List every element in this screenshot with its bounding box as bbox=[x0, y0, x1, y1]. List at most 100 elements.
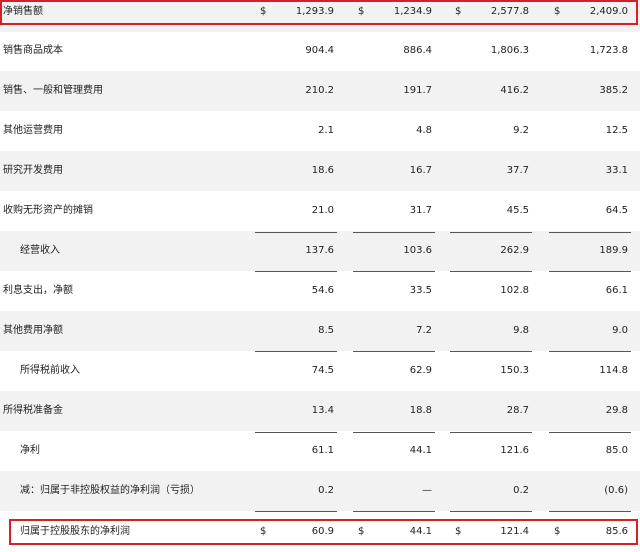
row-label: 所得税准备金 bbox=[3, 405, 63, 416]
row-label: 销售、一般和管理费用 bbox=[3, 85, 103, 96]
row-rnd: 研究开发费用 18.6 16.7 37.7 33.1 bbox=[0, 151, 640, 191]
value-col-3: 9.2 bbox=[513, 125, 529, 136]
row-operating-income: 经营收入 137.6 103.6 262.9 189.9 bbox=[0, 231, 640, 271]
value-col-3: 2,577.8 bbox=[490, 6, 529, 17]
value-col-4: 9.0 bbox=[612, 325, 628, 336]
row-net-income: 净利 61.1 44.1 121.6 85.0 bbox=[0, 431, 640, 471]
value-col-1: 74.5 bbox=[311, 365, 334, 376]
row-tax-provision: 所得税准备金 13.4 18.8 28.7 29.8 bbox=[0, 391, 640, 431]
subtotal-rule bbox=[353, 232, 435, 233]
value-col-4: 33.1 bbox=[605, 165, 628, 176]
row-noncontrolling-interest: 减：归属于非控股权益的净利润（亏损） 0.2 — 0.2 (0.6) bbox=[0, 471, 640, 511]
row-label: 减：归属于非控股权益的净利润（亏损） bbox=[20, 485, 200, 496]
value-col-1: 61.1 bbox=[311, 445, 334, 456]
currency-symbol: $ bbox=[554, 6, 561, 17]
value-col-2: 44.1 bbox=[409, 445, 432, 456]
value-col-1: 137.6 bbox=[305, 245, 334, 256]
subtotal-rule bbox=[353, 432, 435, 433]
value-col-4: (0.6) bbox=[604, 485, 628, 496]
value-col-4: 29.8 bbox=[605, 405, 628, 416]
subtotal-rule bbox=[450, 271, 532, 272]
value-col-3: 150.3 bbox=[500, 365, 529, 376]
row-amortization: 收购无形资产的摊销 21.0 31.7 45.5 64.5 bbox=[0, 191, 640, 231]
subtotal-rule bbox=[549, 432, 631, 433]
value-col-1: 21.0 bbox=[311, 205, 334, 216]
value-col-4: 64.5 bbox=[605, 205, 628, 216]
value-col-2: 886.4 bbox=[403, 45, 432, 56]
currency-symbol: $ bbox=[455, 6, 462, 17]
value-col-1: 210.2 bbox=[305, 85, 334, 96]
subtotal-rule bbox=[549, 511, 631, 512]
value-col-2: 44.1 bbox=[409, 526, 432, 537]
row-label: 经营收入 bbox=[20, 245, 60, 256]
row-other-expense: 其他费用净额 8.5 7.2 9.8 9.0 bbox=[0, 311, 640, 351]
value-col-1: 54.6 bbox=[311, 285, 334, 296]
currency-symbol: $ bbox=[554, 526, 561, 537]
value-col-3: 1,806.3 bbox=[490, 45, 529, 56]
value-col-4: 189.9 bbox=[599, 245, 628, 256]
value-col-1: 1,293.9 bbox=[295, 6, 334, 17]
currency-symbol: $ bbox=[260, 526, 267, 537]
value-col-2: 1,234.9 bbox=[393, 6, 432, 17]
row-label: 利息支出，净额 bbox=[3, 285, 73, 296]
currency-symbol: $ bbox=[455, 526, 462, 537]
subtotal-rule bbox=[450, 511, 532, 512]
value-col-2: 7.2 bbox=[416, 325, 432, 336]
row-pretax-income: 所得税前收入 74.5 62.9 150.3 114.8 bbox=[0, 351, 640, 391]
row-sga: 销售、一般和管理费用 210.2 191.7 416.2 385.2 bbox=[0, 71, 640, 111]
value-col-4: 1,723.8 bbox=[589, 45, 628, 56]
value-col-3: 28.7 bbox=[506, 405, 529, 416]
value-col-1: 18.6 bbox=[311, 165, 334, 176]
row-label: 研究开发费用 bbox=[3, 165, 63, 176]
value-col-4: 12.5 bbox=[605, 125, 628, 136]
subtotal-rule bbox=[353, 271, 435, 272]
value-col-3: 262.9 bbox=[500, 245, 529, 256]
row-label: 净利 bbox=[20, 445, 40, 456]
row-cost-of-goods: 销售商品成本 904.4 886.4 1,806.3 1,723.8 bbox=[0, 31, 640, 71]
value-col-3: 121.6 bbox=[500, 445, 529, 456]
row-label: 其他费用净额 bbox=[3, 325, 63, 336]
subtotal-rule bbox=[353, 511, 435, 512]
value-col-2: 191.7 bbox=[403, 85, 432, 96]
row-interest-expense: 利息支出，净额 54.6 33.5 102.8 66.1 bbox=[0, 271, 640, 311]
subtotal-rule bbox=[255, 271, 337, 272]
value-col-4: 114.8 bbox=[599, 365, 628, 376]
value-col-3: 45.5 bbox=[506, 205, 529, 216]
value-col-4: 385.2 bbox=[599, 85, 628, 96]
value-col-4: 85.0 bbox=[605, 445, 628, 456]
subtotal-rule bbox=[450, 351, 532, 352]
value-col-2: 4.8 bbox=[416, 125, 432, 136]
value-col-1: 904.4 bbox=[305, 45, 334, 56]
value-col-3: 9.8 bbox=[513, 325, 529, 336]
value-col-2: 103.6 bbox=[403, 245, 432, 256]
currency-symbol: $ bbox=[358, 526, 365, 537]
currency-symbol: $ bbox=[260, 6, 267, 17]
row-label: 销售商品成本 bbox=[3, 45, 63, 56]
value-col-3: 416.2 bbox=[500, 85, 529, 96]
value-col-2: 62.9 bbox=[409, 365, 432, 376]
value-col-3: 0.2 bbox=[513, 485, 529, 496]
row-label: 所得税前收入 bbox=[20, 365, 80, 376]
value-col-2: 31.7 bbox=[409, 205, 432, 216]
value-col-1: 13.4 bbox=[311, 405, 334, 416]
value-col-3: 121.4 bbox=[500, 526, 529, 537]
value-col-3: 37.7 bbox=[506, 165, 529, 176]
currency-symbol: $ bbox=[358, 6, 365, 17]
subtotal-rule bbox=[549, 232, 631, 233]
subtotal-rule bbox=[255, 511, 337, 512]
row-label: 净销售额 bbox=[3, 6, 43, 17]
value-col-1: 0.2 bbox=[318, 485, 334, 496]
row-other-operating: 其他运营费用 2.1 4.8 9.2 12.5 bbox=[0, 111, 640, 151]
value-col-2: 33.5 bbox=[409, 285, 432, 296]
row-label: 归属于控股股东的净利润 bbox=[20, 526, 130, 537]
subtotal-rule bbox=[255, 351, 337, 352]
subtotal-rule bbox=[255, 232, 337, 233]
value-col-2: — bbox=[422, 485, 432, 496]
value-col-1: 60.9 bbox=[311, 526, 334, 537]
subtotal-rule bbox=[549, 271, 631, 272]
value-col-2: 16.7 bbox=[409, 165, 432, 176]
row-label: 其他运营费用 bbox=[3, 125, 63, 136]
subtotal-rule bbox=[450, 432, 532, 433]
value-col-4: 66.1 bbox=[605, 285, 628, 296]
